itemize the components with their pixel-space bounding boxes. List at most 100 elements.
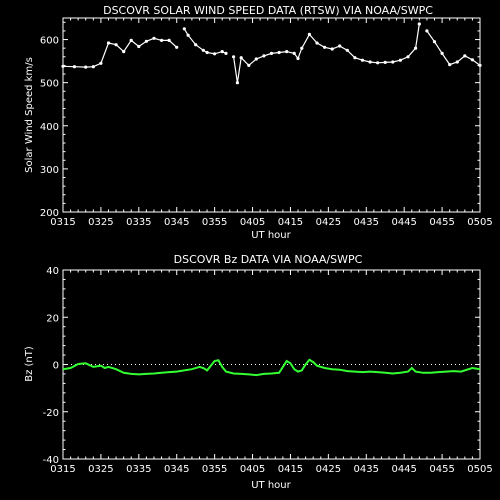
data-point	[440, 51, 444, 56]
bz-chart: DSCOVR Bz DATA VIA NOAA/SWPC -40 -20 0 20 40…	[24, 253, 493, 491]
bz-series	[62, 358, 481, 377]
x-tick-label: 0505	[467, 217, 492, 228]
y-tick-label: 400	[40, 122, 59, 133]
data-point	[175, 45, 179, 49]
data-point	[315, 41, 319, 45]
bz-chart-title: DSCOVR Bz DATA VIA NOAA/SWPC	[174, 253, 363, 266]
x-tick-label: 0345	[164, 217, 189, 228]
x-tick-label: 0415	[278, 464, 303, 475]
data-point	[254, 57, 258, 61]
data-point	[300, 46, 304, 50]
data-point	[91, 65, 95, 69]
x-tick-label: 0355	[202, 464, 227, 475]
x-tick-label: 0405	[240, 464, 265, 475]
y-tick-label: 20	[46, 313, 59, 324]
data-point	[137, 44, 141, 49]
data-point	[455, 60, 459, 64]
x-tick-label: 0455	[429, 464, 454, 475]
data-point	[277, 50, 281, 55]
x-tick-label: 0435	[354, 464, 379, 475]
data-point	[213, 52, 217, 56]
series-line	[183, 28, 227, 55]
y-tick-label: 200	[40, 208, 59, 219]
data-point	[220, 50, 224, 54]
data-point	[391, 60, 395, 64]
data-point	[114, 43, 118, 47]
series-line	[233, 23, 420, 83]
x-tick-label: 0315	[50, 464, 75, 475]
data-point	[232, 55, 236, 59]
data-point	[129, 38, 133, 43]
y-tick-label: 40	[46, 266, 59, 277]
data-point	[417, 22, 421, 26]
data-point	[235, 81, 239, 85]
data-point	[330, 47, 334, 51]
data-point	[383, 60, 387, 64]
x-tick-label: 0325	[88, 464, 113, 475]
data-point	[262, 54, 266, 58]
data-point	[72, 65, 76, 69]
series-line	[62, 37, 178, 68]
data-point	[448, 63, 452, 67]
data-point	[376, 61, 380, 65]
y-tick-label: -20	[43, 408, 59, 419]
data-point	[323, 45, 327, 49]
data-point	[106, 41, 111, 45]
data-point	[182, 27, 186, 31]
data-point	[307, 32, 311, 37]
data-point	[186, 33, 190, 37]
data-point	[368, 60, 372, 64]
speed-y-axis-label: Solar Wind Speed km/s	[24, 57, 35, 173]
x-tick-label: 0345	[164, 464, 189, 475]
speed-chart-title: DSCOVR SOLAR WIND SPEED DATA (RTSW) VIA …	[103, 4, 433, 17]
data-point	[345, 48, 349, 52]
data-point	[353, 56, 357, 60]
data-point	[61, 64, 65, 68]
speed-x-axis-label: UT hour	[251, 230, 291, 241]
data-point	[292, 51, 296, 56]
data-point	[432, 40, 437, 44]
data-point	[205, 50, 209, 55]
data-point	[470, 58, 474, 62]
data-point	[239, 56, 243, 60]
y-tick-label: 600	[40, 36, 59, 47]
x-tick-label: 0415	[278, 217, 303, 228]
y-tick-label: 500	[40, 79, 59, 90]
data-point	[338, 44, 342, 48]
data-point	[84, 65, 88, 69]
x-tick-label: 0435	[354, 217, 379, 228]
x-tick-label: 0325	[88, 217, 113, 228]
data-point	[406, 55, 410, 59]
data-point	[425, 29, 429, 33]
data-point	[122, 50, 126, 54]
x-tick-label: 0445	[391, 217, 416, 228]
data-point	[269, 51, 274, 56]
data-point	[478, 63, 482, 67]
x-tick-label: 0455	[429, 217, 454, 228]
data-point	[152, 36, 156, 40]
x-tick-label: 0505	[467, 464, 492, 475]
data-point	[398, 58, 402, 62]
data-point	[201, 48, 205, 52]
data-point	[99, 61, 103, 65]
bz-x-ticks: 0315 0325 0335 0345 0355 0405 0415 0425 0435 0445…	[50, 270, 493, 475]
data-point	[296, 56, 300, 61]
x-tick-label: 0425	[316, 217, 341, 228]
data-point	[160, 38, 164, 43]
data-point	[144, 39, 148, 43]
speed-y-ticks: 200 300 400 500 600	[40, 21, 480, 219]
speed-series	[61, 22, 482, 85]
x-tick-label: 0425	[316, 464, 341, 475]
bz-x-axis-label: UT hour	[251, 480, 291, 491]
x-tick-label: 0315	[50, 217, 75, 228]
data-point	[463, 54, 467, 58]
bz-y-axis-label: Bz (nT)	[24, 346, 35, 382]
y-tick-label: 0	[53, 361, 59, 372]
y-tick-label: -40	[43, 455, 59, 466]
series-line	[62, 358, 481, 377]
data-point	[285, 50, 289, 54]
x-tick-label: 0335	[126, 217, 151, 228]
x-tick-label: 0335	[126, 464, 151, 475]
bz-y-ticks: -40 -20 0 20 40	[43, 266, 480, 466]
